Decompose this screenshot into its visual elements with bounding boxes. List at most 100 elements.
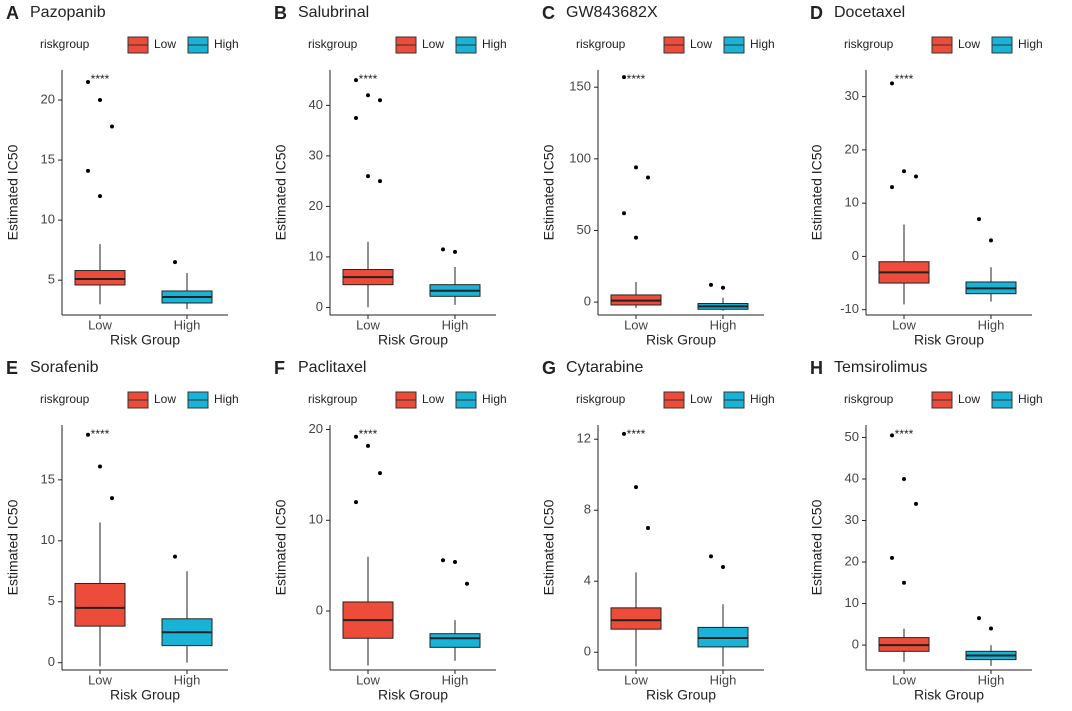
outlier	[86, 80, 90, 85]
annotation: ****	[895, 72, 914, 86]
panel: G Cytarabine riskgroup Low High 0 4 8 12 Estimate…	[541, 358, 775, 703]
outlier	[622, 431, 626, 436]
y-tick-label: 100	[569, 150, 591, 165]
outlier	[890, 555, 894, 560]
panel-title: Temsirolimus	[834, 359, 927, 376]
legend-label: Low	[958, 392, 980, 406]
y-tick-label: 10	[845, 195, 859, 210]
y-axis-label: Estimated IC50	[273, 499, 289, 595]
y-tick-label: 0	[852, 637, 859, 652]
outlier	[173, 554, 177, 559]
y-tick-label: 0	[584, 294, 591, 309]
legend-title: riskgroup	[40, 37, 90, 51]
legend-label: High	[1018, 37, 1043, 51]
annotation: ****	[895, 427, 914, 441]
y-tick-label: 0	[316, 299, 323, 314]
y-axis-label: Estimated IC50	[541, 499, 557, 595]
outlier	[173, 260, 177, 265]
legend-title: riskgroup	[576, 37, 626, 51]
panel-label: A	[6, 3, 19, 23]
outlier	[98, 98, 102, 103]
y-tick-label: 30	[845, 512, 859, 527]
y-tick-label: 10	[41, 212, 55, 227]
y-tick-label: 0	[316, 602, 323, 617]
y-tick-label: 8	[584, 502, 591, 517]
annotation: ****	[627, 72, 646, 86]
x-tick-label: Low	[88, 317, 112, 332]
panel-label: B	[274, 3, 287, 23]
x-tick-label: Low	[892, 317, 916, 332]
panel-label: E	[6, 358, 18, 378]
legend-title: riskgroup	[308, 392, 358, 406]
y-axis-label: Estimated IC50	[5, 499, 21, 595]
outlier	[902, 169, 906, 174]
y-tick-label: -10	[840, 301, 859, 316]
panel-label: G	[542, 358, 556, 378]
panel: C GW843682X riskgroup Low High 0 50 100 150 Estim…	[541, 3, 775, 348]
legend-label: High	[214, 392, 239, 406]
y-tick-label: 10	[41, 532, 55, 547]
outlier	[634, 485, 638, 490]
x-axis-label: Risk Group	[378, 687, 448, 703]
legend-label: High	[214, 37, 239, 51]
outlier	[378, 471, 382, 476]
x-tick-label: High	[442, 317, 469, 332]
x-axis-label: Risk Group	[914, 332, 984, 348]
outlier	[366, 443, 370, 448]
y-tick-label: 4	[584, 573, 591, 588]
x-tick-label: High	[978, 317, 1005, 332]
x-tick-label: High	[978, 672, 1005, 687]
y-tick-label: 0	[48, 654, 55, 669]
outlier	[98, 464, 102, 469]
outlier	[989, 238, 993, 243]
y-tick-label: 0	[852, 248, 859, 263]
outlier	[465, 581, 469, 586]
outlier	[914, 174, 918, 179]
outlier	[453, 249, 457, 254]
legend-label: Low	[690, 37, 712, 51]
y-tick-label: 15	[41, 471, 55, 486]
outlier	[890, 81, 894, 86]
panel-title: Docetaxel	[834, 4, 905, 21]
panel: A Pazopanib riskgroup Low High 5 10 15 20 Estimat…	[5, 3, 239, 348]
legend-title: riskgroup	[40, 392, 90, 406]
outlier	[622, 75, 626, 80]
outlier	[977, 217, 981, 222]
y-axis-label: Estimated IC50	[809, 144, 825, 240]
legend-label: Low	[154, 37, 176, 51]
panel-label: H	[810, 358, 823, 378]
y-tick-label: 10	[845, 595, 859, 610]
panel-title: Cytarabine	[566, 359, 643, 376]
y-axis-label: Estimated IC50	[809, 499, 825, 595]
x-axis-label: Risk Group	[646, 332, 716, 348]
outlier	[441, 247, 445, 252]
legend-label: High	[750, 37, 775, 51]
y-tick-label: 20	[309, 421, 323, 436]
y-tick-label: 5	[48, 593, 55, 608]
outlier	[646, 175, 650, 180]
panel-label: F	[274, 358, 285, 378]
legend-title: riskgroup	[576, 392, 626, 406]
y-tick-label: 40	[309, 97, 323, 112]
panel-title: Sorafenib	[30, 359, 99, 376]
panel-title: Pazopanib	[30, 4, 106, 21]
outlier	[709, 282, 713, 287]
outlier	[98, 194, 102, 199]
legend-label: Low	[422, 37, 444, 51]
x-axis-label: Risk Group	[378, 332, 448, 348]
legend-label: Low	[154, 392, 176, 406]
legend-label: High	[750, 392, 775, 406]
outlier	[890, 433, 894, 438]
x-axis-label: Risk Group	[646, 687, 716, 703]
panel-label: D	[810, 3, 823, 23]
outlier	[902, 580, 906, 585]
box	[74, 270, 126, 286]
outlier	[378, 98, 382, 103]
legend-title: riskgroup	[844, 37, 894, 51]
y-tick-label: 40	[845, 470, 859, 485]
outlier	[989, 626, 993, 631]
panel: H Temsirolimus riskgroup Low High 0 10 20 30 40 50…	[809, 358, 1043, 703]
x-tick-label: Low	[88, 672, 112, 687]
y-tick-label: 150	[569, 79, 591, 94]
